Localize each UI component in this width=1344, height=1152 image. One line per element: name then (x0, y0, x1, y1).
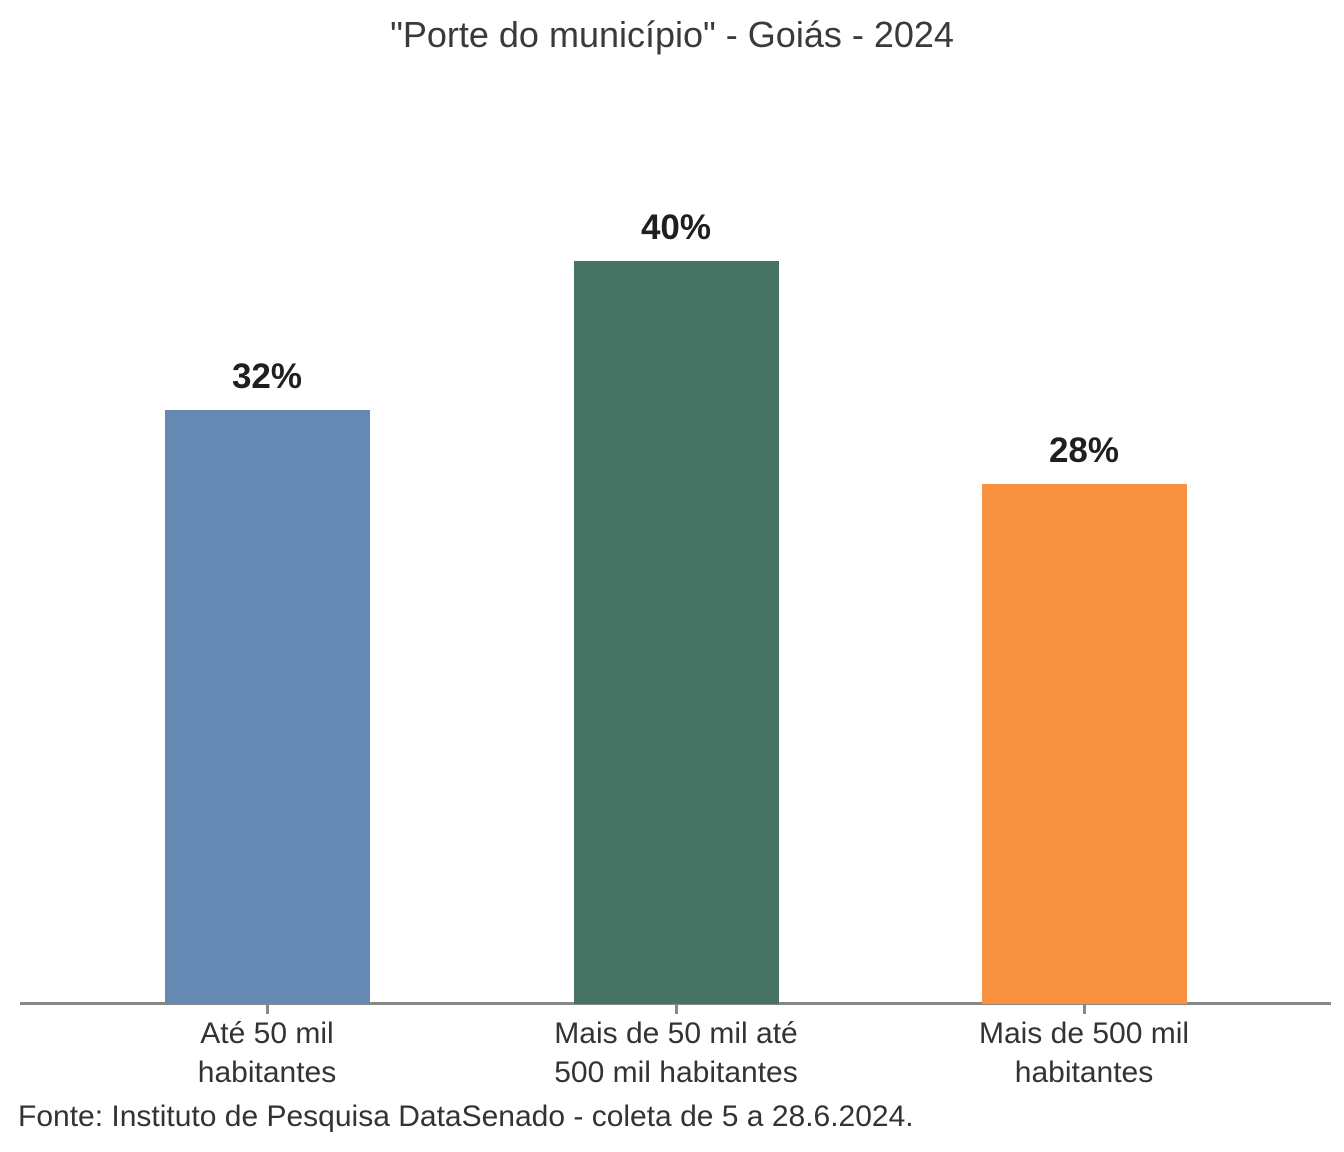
x-axis-tick-0 (266, 1005, 269, 1014)
bar-0 (164, 410, 370, 1004)
x-axis-tick-2 (1083, 1005, 1086, 1014)
bar-value-label-0: 32% (231, 357, 303, 396)
category-label-line: habitantes (1014, 1056, 1154, 1089)
category-label-2: Mais de 500 mil habitantes (824, 1014, 1344, 1092)
category-label-line: Mais de 50 mil até (554, 1017, 798, 1050)
bar-2 (981, 484, 1187, 1004)
category-label-line: habitantes (197, 1056, 337, 1089)
x-axis-tick-1 (675, 1005, 678, 1014)
category-label-0: Até 50 mil habitantes (7, 1014, 527, 1092)
category-label-line: Até 50 mil (200, 1017, 334, 1050)
bar-value-label-2: 28% (1048, 431, 1120, 470)
category-label-line: 500 mil habitantes (554, 1056, 798, 1089)
chart-title: "Porte do município" - Goiás - 2024 (390, 14, 954, 55)
category-label-1: Mais de 50 mil até 500 mil habitantes (416, 1014, 936, 1092)
bar-1 (573, 261, 779, 1004)
bar-value-label-1: 40% (640, 208, 712, 247)
category-label-line: Mais de 500 mil (978, 1017, 1190, 1050)
source-note: Fonte: Instituto de Pesquisa DataSenado … (18, 1100, 914, 1133)
